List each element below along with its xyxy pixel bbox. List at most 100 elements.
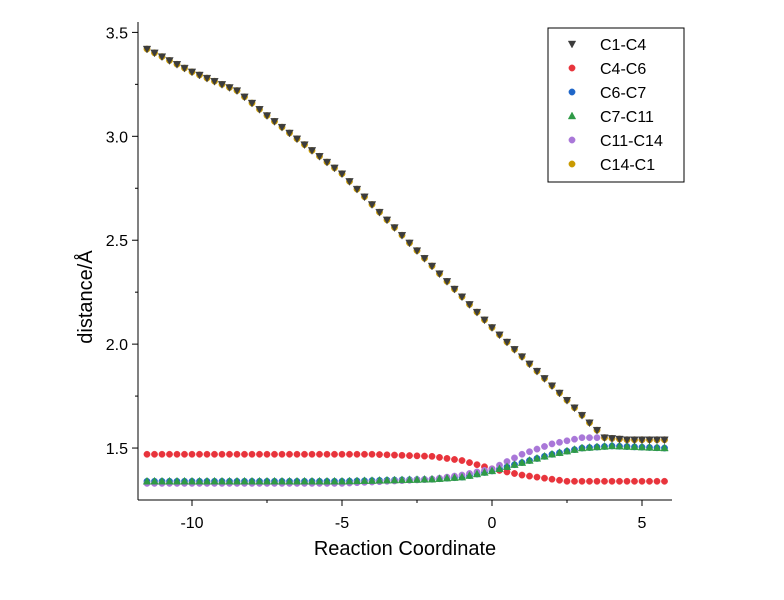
point-c4-c6-32: [383, 451, 391, 459]
point-c1-c4-69: [660, 436, 669, 445]
point-c7-c11-22: [307, 476, 317, 485]
point-c1-c4-30: [367, 201, 377, 209]
point-c1-c4-3: [165, 57, 174, 65]
point-c1-c4-67: [645, 436, 654, 445]
point-c7-c11-9: [210, 476, 219, 485]
point-c1-c4-21: [300, 141, 309, 150]
x-tick-label-0: 0: [488, 515, 497, 532]
point-c1-c4-11: [225, 84, 234, 92]
point-c4-c6-19: [286, 450, 293, 458]
point-c4-c6-69: [661, 477, 668, 485]
legend-item-c7-c11: C7-C11: [567, 109, 654, 126]
point-c7-c11-6: [187, 476, 197, 485]
legend-marker-c6-c7: [568, 88, 576, 96]
point-c4-c6-10: [218, 450, 226, 458]
point-c4-c6-27: [346, 450, 353, 458]
point-c1-c4-64: [622, 436, 632, 445]
legend-label-c14-c1: C14-C1: [600, 157, 655, 174]
point-c1-c4-8: [202, 74, 212, 83]
point-c1-c4-1: [150, 49, 159, 58]
y-tick-label-3: 3.0: [106, 129, 128, 146]
point-c1-c4-43: [465, 301, 474, 309]
point-c11-c14-56: [563, 437, 571, 445]
point-c4-c6-4: [173, 450, 181, 458]
point-c1-c4-50: [517, 353, 527, 362]
legend-box: [547, 27, 685, 183]
point-c7-c11-30: [367, 476, 377, 484]
point-c4-c6-66: [638, 477, 646, 485]
point-c7-c11-36: [412, 475, 422, 483]
point-c7-c11-43: [465, 471, 474, 479]
point-c7-c11-42: [457, 472, 467, 481]
point-c11-c14-54: [548, 440, 556, 448]
point-c1-c4-20: [292, 135, 302, 144]
point-c7-c11-25: [330, 476, 339, 485]
point-c4-c6-20: [293, 450, 301, 458]
point-c7-c11-37: [420, 474, 429, 483]
plot-layer: [142, 45, 669, 487]
point-c7-c11-63: [615, 441, 624, 450]
point-c4-c6-23: [316, 450, 323, 458]
point-c7-c11-1: [150, 476, 159, 485]
x-axis-title: Reaction Coordinate: [314, 538, 496, 560]
point-c4-c6-37: [421, 452, 428, 460]
point-c4-c6-26: [338, 450, 346, 458]
point-c7-c11-50: [517, 458, 527, 466]
point-c7-c11-55: [555, 448, 564, 456]
point-c4-c6-68: [653, 477, 661, 485]
point-c4-c6-30: [368, 450, 376, 458]
point-c7-c11-11: [225, 476, 234, 485]
point-c4-c6-57: [571, 477, 578, 485]
point-c4-c6-50: [518, 471, 526, 479]
point-c11-c14-59: [586, 434, 593, 442]
point-c4-c6-8: [203, 450, 211, 458]
point-c4-c6-67: [646, 477, 653, 485]
point-c7-c11-54: [547, 449, 557, 458]
point-c1-c4-38: [427, 262, 437, 271]
point-c1-c4-27: [345, 178, 354, 186]
legend-marker-c14-c1: [568, 160, 576, 168]
point-c4-c6-34: [398, 451, 406, 459]
point-c11-c14-52: [533, 445, 541, 453]
point-c1-c4-6: [187, 68, 197, 77]
point-c1-c4-0: [142, 45, 152, 54]
point-c7-c11-33: [390, 475, 399, 484]
point-c1-c4-36: [412, 247, 422, 256]
point-c4-c6-39: [436, 453, 443, 461]
y-axis-title: distance/Å: [74, 250, 97, 344]
x-tick-label--5: -5: [335, 515, 349, 532]
point-c11-c14-51: [526, 448, 533, 456]
point-c7-c11-28: [352, 476, 362, 485]
legend-marker-c11-c14: [568, 136, 576, 144]
point-c7-c11-64: [622, 442, 632, 450]
point-c1-c4-18: [277, 123, 287, 132]
point-c7-c11-17: [270, 476, 279, 485]
point-c4-c6-62: [608, 477, 616, 485]
point-c4-c6-1: [151, 450, 158, 458]
point-c7-c11-26: [337, 476, 347, 485]
point-c1-c4-14: [247, 99, 257, 108]
point-c1-c4-37: [420, 255, 429, 263]
point-c1-c4-62: [607, 435, 617, 443]
point-c7-c11-3: [165, 476, 174, 485]
point-c7-c11-7: [195, 476, 204, 485]
series-c7-c11: [142, 441, 669, 485]
point-c7-c11-38: [427, 474, 437, 483]
point-c7-c11-68: [652, 443, 662, 451]
point-c4-c6-64: [623, 477, 631, 485]
point-c7-c11-69: [660, 443, 669, 452]
legend-item-c6-c7: C6-C7: [568, 85, 646, 102]
point-c4-c6-6: [188, 450, 196, 458]
legend-label-c1-c4: C1-C4: [600, 37, 646, 54]
point-c4-c6-24: [323, 450, 331, 458]
legend-item-c14-c1: C14-C1: [568, 157, 655, 174]
point-c1-c4-34: [397, 232, 407, 240]
point-c11-c14-49: [511, 454, 518, 462]
legend-label-c7-c11: C7-C11: [600, 109, 654, 126]
legend-marker-c4-c6: [568, 64, 576, 72]
point-c1-c4-60: [592, 426, 602, 435]
point-c4-c6-18: [278, 450, 286, 458]
point-c4-c6-44: [473, 461, 481, 469]
point-c4-c6-16: [263, 450, 271, 458]
